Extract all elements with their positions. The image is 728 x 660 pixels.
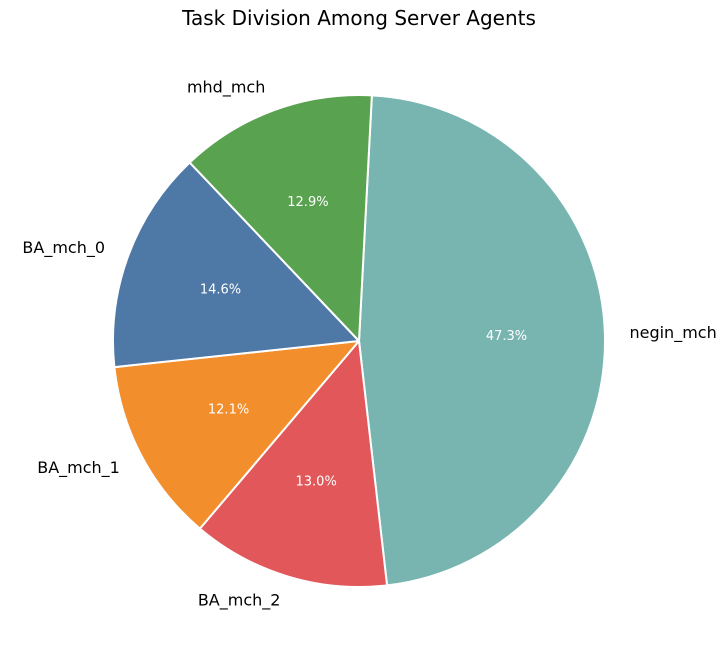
slice-label-mhd-mch: mhd_mch xyxy=(187,78,265,98)
pct-label-mhd-mch: 12.9% xyxy=(287,195,328,210)
slice-label-ba-mch-0: BA_mch_0 xyxy=(22,238,105,258)
slice-label-negin-mch: negin_mch xyxy=(629,323,716,343)
pie-slice-ba-mch-1 xyxy=(113,340,360,530)
pie-slice-mhd-mch xyxy=(188,94,373,342)
slice-label-ba-mch-2: BA_mch_2 xyxy=(198,590,281,610)
pct-label-ba-mch-0: 14.6% xyxy=(200,283,241,298)
pie-slice-negin-mch xyxy=(358,94,606,587)
chart-title: Task Division Among Server Agents xyxy=(182,6,536,30)
pct-label-ba-mch-1: 12.1% xyxy=(208,403,249,418)
pct-label-ba-mch-2: 13.0% xyxy=(296,475,337,490)
pie-slice-ba-mch-2 xyxy=(198,340,389,588)
pct-label-negin-mch: 47.3% xyxy=(486,329,527,344)
slice-label-ba-mch-1: BA_mch_1 xyxy=(37,458,120,478)
pie-slice-ba-mch-0 xyxy=(112,161,360,369)
